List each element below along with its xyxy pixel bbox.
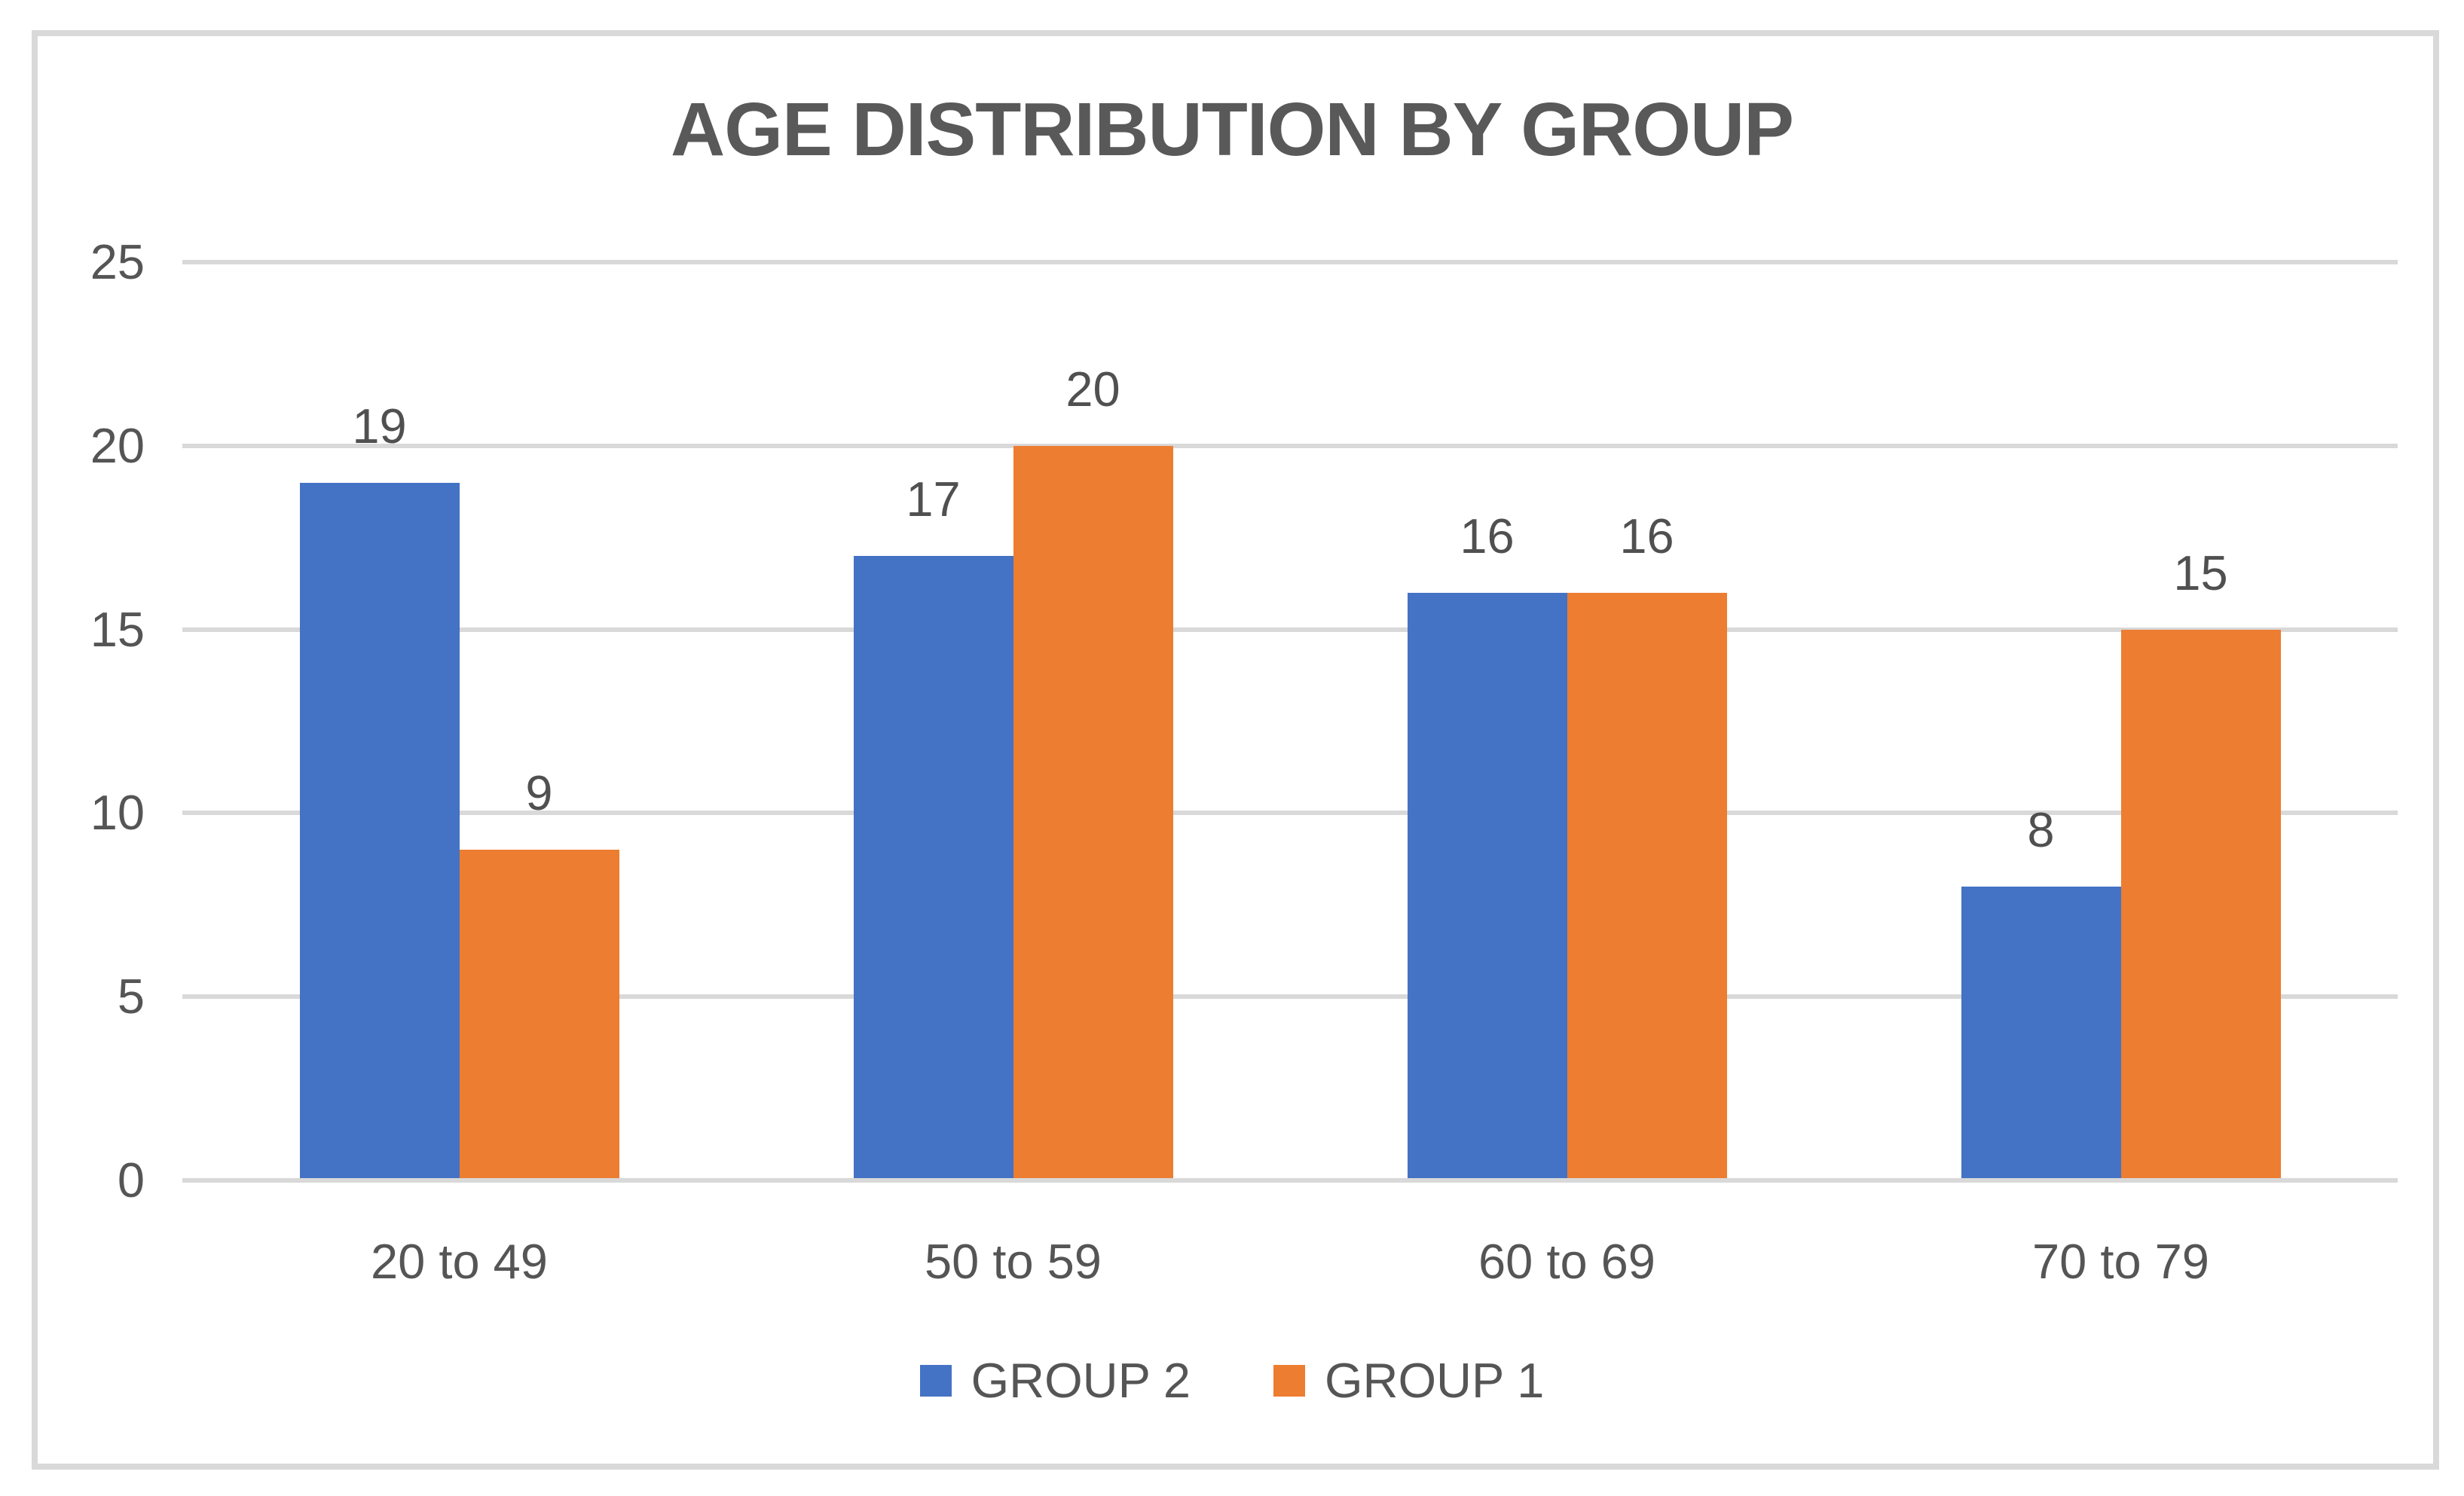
legend-item-group-2: GROUP 2 xyxy=(919,1353,1191,1408)
data-label: 17 xyxy=(906,472,961,527)
bar-group-1-70-to-79 xyxy=(2120,629,2281,1178)
x-category-label: 70 to 79 xyxy=(2032,1234,2209,1289)
x-category-label: 60 to 69 xyxy=(1478,1234,1655,1289)
data-label: 19 xyxy=(352,398,407,453)
bar-group-2-50-to-59 xyxy=(853,556,1013,1178)
data-label: 15 xyxy=(2173,545,2228,600)
bar-group-2-20-to-49 xyxy=(299,482,460,1178)
legend-label: GROUP 1 xyxy=(1325,1353,1545,1408)
y-tick-label: 10 xyxy=(90,785,145,841)
y-tick-label: 25 xyxy=(90,234,145,289)
data-label: 9 xyxy=(525,765,553,821)
y-tick-label: 15 xyxy=(90,601,145,657)
data-label: 16 xyxy=(1619,508,1674,563)
bar-group-1-60-to-69 xyxy=(1567,592,1727,1178)
legend-swatch-icon xyxy=(919,1364,952,1397)
gridline-y-15 xyxy=(182,627,2398,632)
gridline-y-20 xyxy=(182,443,2398,448)
bar-group-2-60-to-69 xyxy=(1407,592,1567,1178)
y-tick-label: 0 xyxy=(117,1153,145,1207)
gridline-y-5 xyxy=(182,994,2398,1000)
gridline-y-25 xyxy=(182,260,2398,264)
bar-group-1-20-to-49 xyxy=(459,850,619,1178)
bar-group-2-70-to-79 xyxy=(1961,886,2121,1178)
data-label: 16 xyxy=(1460,508,1515,563)
x-category-label: 20 to 49 xyxy=(371,1234,548,1289)
bar-group-1-50-to-59 xyxy=(1013,445,1173,1178)
x-category-label: 50 to 59 xyxy=(925,1234,1102,1289)
gridline-y-0 xyxy=(182,1178,2398,1183)
gridline-y-10 xyxy=(182,811,2398,816)
y-tick-label: 5 xyxy=(117,969,145,1024)
data-label: 8 xyxy=(2027,801,2055,857)
legend: GROUP 2 GROUP 1 xyxy=(0,1356,2464,1405)
legend-label: GROUP 2 xyxy=(971,1353,1191,1408)
data-label: 20 xyxy=(1065,361,1120,417)
legend-item-group-1: GROUP 1 xyxy=(1273,1356,1544,1405)
y-tick-label: 20 xyxy=(90,417,145,473)
legend-swatch-icon xyxy=(1273,1364,1305,1397)
chart-title: AGE DISTRIBUTION BY GROUP xyxy=(671,87,1794,172)
